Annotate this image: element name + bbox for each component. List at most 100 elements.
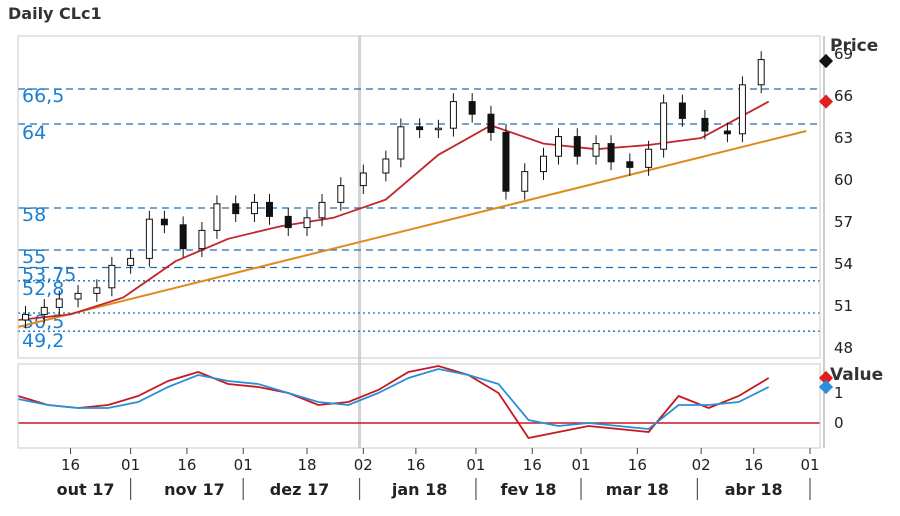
day-tick-label: 18	[297, 456, 316, 474]
candle-body	[539, 155, 547, 173]
price-tick-label: 57	[834, 213, 853, 231]
candle-body	[487, 113, 495, 133]
candle	[145, 210, 153, 267]
day-tick-label: 16	[523, 456, 542, 474]
candle-body	[40, 306, 48, 315]
reference-level-label: 58	[22, 204, 46, 226]
candle-body	[108, 264, 116, 289]
month-label: nov 17	[164, 480, 225, 499]
last-price-marker	[818, 53, 834, 69]
candle-body	[198, 229, 206, 250]
price-tick-label: 51	[834, 297, 853, 315]
price-tick-label: 63	[834, 129, 853, 147]
candle-body	[416, 126, 424, 131]
candle	[701, 110, 709, 140]
day-tick-label: 01	[466, 456, 485, 474]
candle	[337, 177, 345, 211]
candle-body	[74, 292, 82, 300]
reference-level-label: 55	[22, 246, 46, 268]
candle	[160, 210, 168, 234]
oscillator-blue-line	[17, 368, 770, 430]
oscillator-red-line	[17, 365, 770, 440]
day-tick-label: 16	[628, 456, 647, 474]
candle-body	[502, 131, 510, 192]
candle	[573, 128, 581, 165]
value-tick-label: 0	[834, 414, 844, 432]
candle	[645, 140, 653, 176]
candle-body	[337, 185, 345, 203]
day-tick-label: 01	[121, 456, 140, 474]
month-label: mar 18	[606, 480, 669, 499]
candle-body	[397, 126, 405, 160]
candle	[449, 93, 457, 137]
candle	[265, 194, 273, 225]
price-tick-label: 54	[834, 255, 853, 273]
candle-body	[359, 172, 367, 187]
candles-layer	[22, 51, 765, 329]
candle	[359, 164, 367, 194]
value-axis-title: Value	[830, 365, 883, 385]
candle	[607, 135, 615, 171]
candle-body	[160, 218, 168, 226]
trendline	[17, 130, 807, 328]
candle-body	[93, 287, 101, 294]
day-tick-label: 16	[406, 456, 425, 474]
candle	[179, 216, 187, 257]
chart-title: Daily CLc1	[8, 4, 102, 23]
candle-body	[145, 218, 153, 259]
candle-body	[678, 102, 686, 119]
oscillator-panel-frame	[17, 363, 821, 449]
price-tick-label: 60	[834, 171, 853, 189]
candle-body	[592, 143, 600, 157]
candle	[382, 150, 390, 182]
candle	[521, 163, 529, 200]
candle	[303, 209, 311, 236]
candle-body	[738, 84, 746, 135]
candle-body	[645, 148, 653, 168]
candle-body	[573, 136, 581, 157]
day-tick-label: 01	[800, 456, 819, 474]
candle	[93, 279, 101, 302]
price-tick-label: 66	[834, 87, 853, 105]
candle-body	[757, 59, 765, 86]
day-tick-label: 16	[744, 456, 763, 474]
candle	[74, 285, 82, 308]
month-label: jan 18	[391, 480, 448, 499]
candle	[592, 135, 600, 165]
candle-body	[127, 257, 135, 266]
candle	[250, 194, 258, 222]
month-label: abr 18	[725, 480, 783, 499]
price-tick-label: 48	[834, 339, 853, 357]
candle	[55, 290, 63, 316]
candle	[397, 118, 405, 168]
candle	[127, 250, 135, 274]
candle-body	[303, 217, 311, 229]
candle	[232, 195, 240, 222]
month-label: out 17	[57, 480, 115, 499]
candle	[108, 257, 116, 297]
red-signal-marker	[818, 370, 834, 386]
candle	[555, 128, 563, 165]
candle	[213, 195, 221, 239]
candle	[318, 194, 326, 227]
candle	[723, 122, 731, 143]
moving-average-layer	[17, 100, 770, 321]
frame-layer	[17, 35, 825, 449]
candle-body	[555, 136, 563, 157]
candle-body	[55, 298, 63, 308]
candle-body	[318, 201, 326, 219]
candle-body	[434, 127, 442, 131]
candle	[40, 299, 48, 323]
day-tick-label: 01	[571, 456, 590, 474]
day-tick-label: 01	[234, 456, 253, 474]
candle	[626, 153, 634, 176]
blue-signal-marker	[818, 379, 834, 395]
candle-body	[723, 130, 731, 135]
day-tick-label: 16	[61, 456, 80, 474]
moving-average-marker	[818, 94, 834, 109]
candle-body	[701, 117, 709, 132]
candle-body	[626, 161, 634, 168]
candle	[468, 93, 476, 123]
